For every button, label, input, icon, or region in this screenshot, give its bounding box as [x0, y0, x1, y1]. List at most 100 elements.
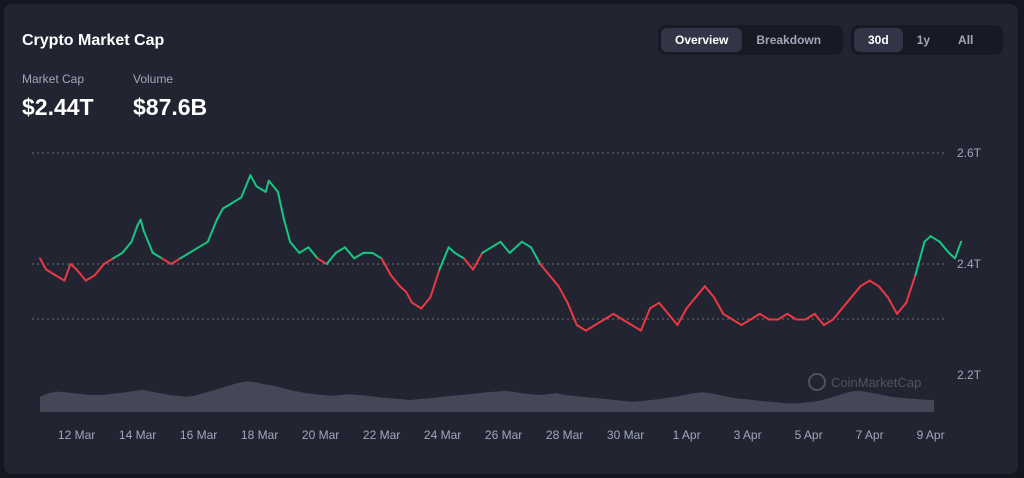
- price-line-segment: [685, 296, 697, 310]
- price-line-segment: [472, 251, 484, 271]
- price-line-segment: [84, 274, 96, 282]
- price-line-segment: [621, 318, 633, 326]
- price-line-segment: [649, 301, 661, 310]
- x-tick-label: 26 Mar: [485, 428, 522, 442]
- price-line-segment: [530, 246, 542, 265]
- price-line-segment: [179, 251, 191, 260]
- price-line-segment: [283, 218, 292, 243]
- price-line-segment: [749, 312, 761, 321]
- price-line-segment: [499, 240, 511, 254]
- tab-overview[interactable]: Overview: [661, 28, 743, 52]
- price-line-segment: [832, 307, 844, 321]
- price-line-segment: [630, 324, 642, 332]
- price-line-segment: [758, 312, 770, 321]
- price-line-segment: [69, 263, 78, 271]
- market-cap-chart: CoinMarketCap 2.6T 2.4T 2.2T 12 Mar 14 Mar 16…: [32, 146, 982, 442]
- volume-value: $87.6B: [133, 94, 208, 120]
- price-line-segment: [667, 312, 679, 326]
- price-line-segment: [539, 263, 551, 277]
- market-cap-value: $2.44T: [22, 94, 94, 120]
- price-line-segment: [566, 301, 578, 326]
- y-tick-label: 2.2T: [957, 368, 982, 382]
- price-line-segment: [151, 251, 163, 260]
- x-tick-label: 3 Apr: [734, 428, 762, 442]
- price-line-segment: [954, 240, 963, 260]
- price-line-segment: [822, 318, 834, 326]
- market-cap-stat: Market Cap $2.44T: [22, 72, 94, 121]
- price-line-segment: [289, 240, 301, 254]
- volume-stat: Volume $87.6B: [133, 72, 207, 121]
- price-line-segment: [39, 257, 48, 271]
- price-line-segment: [54, 274, 66, 282]
- x-tick-label: 18 Mar: [241, 428, 278, 442]
- price-line-segment: [548, 274, 560, 288]
- volume-area: [40, 381, 934, 412]
- market-cap-card: Crypto Market Cap Market Cap $2.44T Volu…: [4, 4, 1018, 474]
- x-tick-label: 28 Mar: [546, 428, 583, 442]
- price-line-segment: [103, 257, 115, 265]
- tab-breakdown[interactable]: Breakdown: [756, 33, 822, 47]
- price-line-segment: [612, 312, 624, 321]
- price-line-segment: [405, 290, 414, 304]
- y-tick-label: 2.6T: [957, 146, 982, 160]
- view-toggle: Overview Breakdown: [658, 25, 843, 55]
- price-line-segment: [905, 274, 917, 304]
- price-line-segment: [722, 312, 734, 321]
- price-line-segment: [658, 301, 670, 315]
- price-line-segment: [45, 268, 57, 277]
- price-line-segment: [453, 251, 465, 260]
- price-line-segment: [75, 268, 87, 282]
- price-line-segment: [222, 202, 234, 210]
- price-line-segment: [316, 257, 328, 265]
- x-tick-label: 1 Apr: [673, 428, 701, 442]
- price-line-segment: [398, 285, 407, 293]
- price-line-segment: [161, 257, 173, 265]
- range-30d[interactable]: 30d: [854, 28, 903, 52]
- price-line-segment: [813, 312, 825, 326]
- price-line-segment: [713, 296, 725, 315]
- price-line-segment: [380, 257, 392, 277]
- x-tick-label: 9 Apr: [917, 428, 945, 442]
- price-line-segment: [938, 240, 950, 254]
- price-line-segment: [694, 285, 706, 299]
- price-line-segment: [344, 246, 356, 260]
- coinmarketcap-watermark: CoinMarketCap: [808, 373, 921, 391]
- price-line-segment: [923, 235, 932, 243]
- price-line-segment: [121, 240, 133, 254]
- x-tick-label: 22 Mar: [363, 428, 400, 442]
- price-line-segment: [786, 312, 798, 321]
- price-line-segment: [298, 246, 310, 254]
- price-line-segment: [429, 268, 441, 299]
- price-line-segment: [142, 229, 154, 254]
- x-tick-label: 12 Mar: [58, 428, 95, 442]
- range-1y[interactable]: 1y: [916, 33, 931, 47]
- x-tick-label: 16 Mar: [180, 428, 217, 442]
- price-line-segment: [139, 218, 145, 232]
- price-line-segment: [520, 240, 532, 249]
- price-line-segment: [639, 307, 651, 332]
- price-line-segment: [777, 312, 789, 321]
- chart-title: Crypto Market Cap: [22, 32, 165, 49]
- watermark-text: CoinMarketCap: [831, 375, 921, 390]
- price-line-segment: [703, 285, 715, 299]
- price-line-segment: [276, 190, 285, 221]
- price-line-segment: [170, 257, 182, 265]
- price-line-segment: [914, 240, 926, 277]
- x-tick-label: 5 Apr: [795, 428, 823, 442]
- price-line-segment: [231, 196, 243, 204]
- coinmarketcap-logo-icon: [808, 373, 826, 391]
- price-line-segment: [420, 296, 432, 310]
- price-line-segment: [859, 279, 871, 288]
- price-line-segment: [850, 285, 862, 299]
- price-line-segment: [575, 324, 587, 332]
- price-line-segment: [188, 246, 200, 254]
- price-line-segment: [197, 240, 209, 249]
- price-line-segment: [411, 301, 423, 310]
- price-line-segment: [594, 318, 606, 326]
- price-line-segment: [929, 235, 941, 243]
- price-line-segment: [841, 296, 853, 310]
- price-line-segment: [63, 263, 72, 282]
- x-tick-label: 20 Mar: [302, 428, 339, 442]
- y-tick-label: 2.4T: [957, 257, 982, 271]
- range-all[interactable]: All: [958, 33, 974, 47]
